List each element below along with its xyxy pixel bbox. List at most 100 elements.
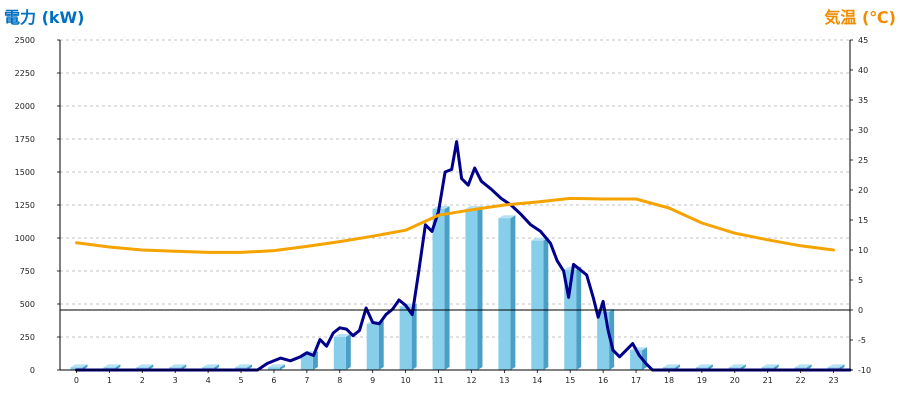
bar-side bbox=[345, 334, 351, 370]
bar bbox=[267, 364, 285, 370]
bar-top bbox=[827, 364, 845, 368]
x-tick-label: 22 bbox=[796, 376, 806, 385]
left-tick-label: 500 bbox=[20, 300, 35, 309]
x-tick-label: 12 bbox=[466, 376, 476, 385]
bar-top bbox=[235, 364, 253, 368]
x-tick-label: 8 bbox=[337, 376, 342, 385]
bar bbox=[630, 347, 648, 370]
x-tick-label: 11 bbox=[433, 376, 443, 385]
bar bbox=[399, 303, 417, 370]
bar bbox=[333, 334, 351, 370]
x-tick-label: 0 bbox=[74, 376, 79, 385]
right-tick-label: 10 bbox=[858, 246, 868, 255]
x-tick-label: 10 bbox=[401, 376, 411, 385]
bar bbox=[465, 205, 483, 370]
left-tick-label: 1500 bbox=[15, 168, 35, 177]
left-tick-label: 0 bbox=[30, 366, 35, 375]
right-tick-label: -5 bbox=[858, 336, 866, 345]
x-tick-label: 9 bbox=[370, 376, 375, 385]
right-tick-label: -10 bbox=[858, 366, 871, 375]
x-tick-label: 18 bbox=[664, 376, 674, 385]
x-tick-label: 4 bbox=[206, 376, 211, 385]
left-tick-label: 2000 bbox=[15, 102, 35, 111]
x-tick-label: 5 bbox=[238, 376, 243, 385]
left-tick-label: 2250 bbox=[15, 69, 35, 78]
bar bbox=[498, 215, 516, 370]
bar-top bbox=[70, 364, 88, 368]
bar-front bbox=[531, 240, 544, 370]
bar-front bbox=[267, 367, 280, 370]
left-tick-label: 250 bbox=[20, 333, 35, 342]
bar-top bbox=[662, 364, 680, 368]
axes bbox=[59, 40, 851, 371]
power-line bbox=[75, 140, 852, 372]
bar-front bbox=[498, 218, 511, 370]
bar-top bbox=[498, 215, 516, 219]
bar-side bbox=[279, 364, 285, 370]
right-axis-title: 気温 (℃) bbox=[824, 8, 896, 27]
tick-labels: 02505007501000125015001750200022502500-1… bbox=[15, 36, 871, 385]
bar-side bbox=[576, 266, 582, 370]
left-tick-label: 1250 bbox=[15, 201, 35, 210]
x-tick-label: 14 bbox=[532, 376, 542, 385]
x-tick-label: 21 bbox=[763, 376, 773, 385]
grid bbox=[60, 39, 850, 338]
bar-side bbox=[444, 205, 450, 370]
x-tick-label: 3 bbox=[173, 376, 178, 385]
right-tick-label: 40 bbox=[858, 66, 868, 75]
right-tick-label: 15 bbox=[858, 216, 868, 225]
x-tick-label: 23 bbox=[828, 376, 838, 385]
right-tick-label: 45 bbox=[858, 36, 868, 45]
left-tick-label: 2500 bbox=[15, 36, 35, 45]
x-tick-label: 15 bbox=[565, 376, 575, 385]
bar-front bbox=[432, 208, 445, 370]
bar-top bbox=[202, 364, 220, 368]
right-tick-label: 25 bbox=[858, 156, 868, 165]
bar-top bbox=[531, 237, 549, 241]
bar-front bbox=[366, 323, 379, 370]
x-tick-label: 2 bbox=[140, 376, 145, 385]
bar-top bbox=[136, 364, 154, 368]
x-tick-label: 16 bbox=[598, 376, 608, 385]
bar bbox=[432, 205, 450, 370]
right-tick-label: 0 bbox=[858, 306, 863, 315]
bar-top bbox=[333, 334, 351, 337]
left-axis-title: 電力 (kW) bbox=[4, 8, 85, 27]
x-tick-label: 20 bbox=[730, 376, 740, 385]
x-tick-label: 1 bbox=[107, 376, 112, 385]
bar-front bbox=[300, 354, 313, 370]
bar-top bbox=[761, 364, 779, 368]
bar-side bbox=[411, 303, 417, 370]
temperature-line bbox=[75, 196, 835, 254]
bar-front bbox=[333, 337, 346, 370]
bar-top bbox=[267, 364, 285, 368]
bar-side bbox=[477, 205, 483, 370]
bar-top bbox=[695, 364, 713, 368]
left-tick-label: 1750 bbox=[15, 135, 35, 144]
right-tick-label: 5 bbox=[858, 276, 863, 285]
bar-top bbox=[169, 364, 187, 368]
bar-top bbox=[103, 364, 121, 368]
bar-front bbox=[465, 208, 478, 370]
bar-side bbox=[378, 320, 384, 370]
bar-top bbox=[728, 364, 746, 368]
right-tick-label: 30 bbox=[858, 126, 868, 135]
x-tick-label: 13 bbox=[499, 376, 509, 385]
x-tick-label: 19 bbox=[697, 376, 707, 385]
x-tick-label: 17 bbox=[631, 376, 641, 385]
bar-top bbox=[794, 364, 812, 368]
right-tick-label: 35 bbox=[858, 96, 868, 105]
x-tick-label: 6 bbox=[271, 376, 276, 385]
bar-front bbox=[630, 350, 643, 370]
bar-side bbox=[543, 237, 549, 370]
right-tick-label: 20 bbox=[858, 186, 868, 195]
left-tick-label: 1000 bbox=[15, 234, 35, 243]
left-tick-label: 750 bbox=[20, 267, 35, 276]
bar-side bbox=[510, 215, 516, 370]
bar-top bbox=[432, 205, 450, 209]
lines bbox=[75, 140, 852, 372]
x-tick-label: 7 bbox=[304, 376, 309, 385]
bar-front bbox=[399, 306, 412, 370]
